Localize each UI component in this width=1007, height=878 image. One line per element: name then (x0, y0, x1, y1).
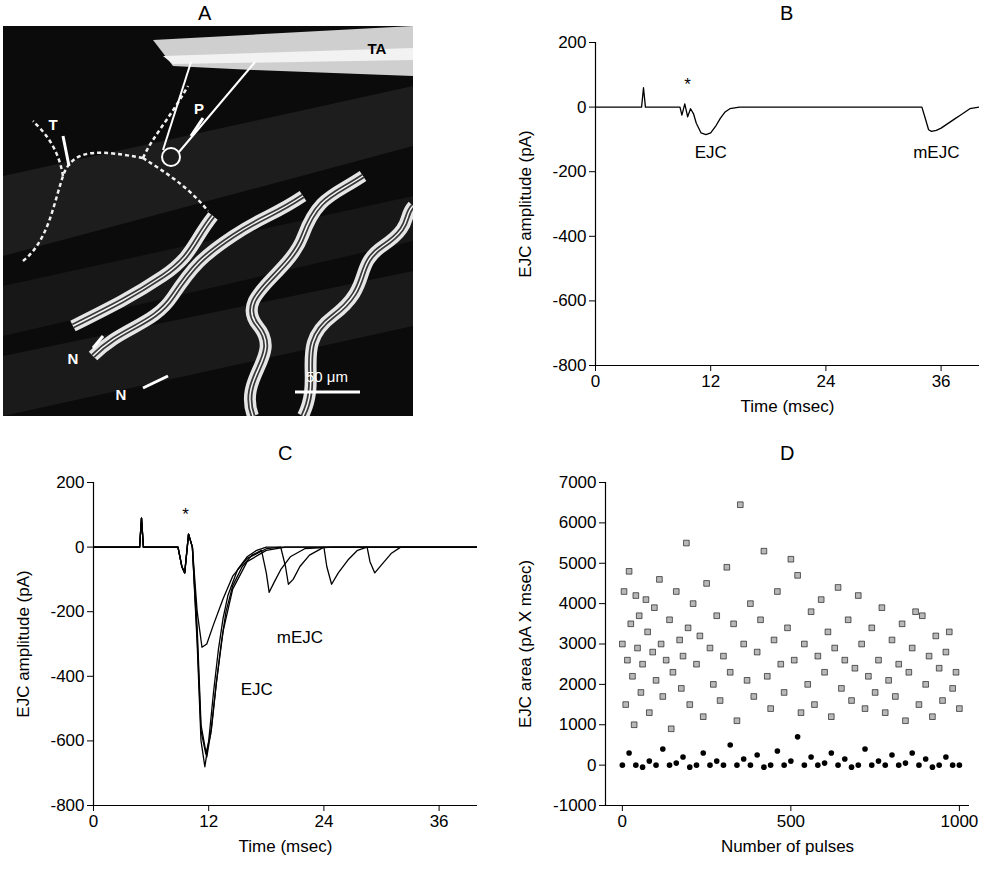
svg-text:T: T (48, 116, 57, 133)
svg-text:EJC: EJC (241, 680, 273, 699)
svg-text:Time (msec): Time (msec) (239, 837, 333, 856)
svg-text:-200: -200 (552, 162, 586, 181)
svg-text:P: P (194, 100, 204, 117)
svg-text:N: N (116, 386, 127, 403)
svg-text:12: 12 (199, 812, 218, 831)
svg-text:mEJC: mEJC (277, 628, 323, 647)
svg-text:EJC: EJC (695, 143, 727, 162)
svg-text:EJC amplitude (pA): EJC amplitude (pA) (516, 130, 535, 277)
svg-text:0: 0 (89, 812, 98, 831)
svg-text:0: 0 (587, 756, 596, 775)
svg-text:-200: -200 (50, 602, 84, 621)
svg-text:500: 500 (777, 812, 805, 831)
svg-text:-600: -600 (552, 291, 586, 310)
svg-text:*: * (684, 75, 691, 94)
html-text:A: A (198, 2, 212, 24)
svg-text:mEJC: mEJC (913, 143, 959, 162)
svg-text:-800: -800 (50, 796, 84, 815)
svg-text:24: 24 (816, 372, 835, 391)
html-text:B: B (780, 2, 794, 24)
svg-text:EJC area (pA X msec): EJC area (pA X msec) (516, 560, 535, 728)
svg-text:2000: 2000 (559, 675, 597, 694)
svg-text:*: * (182, 505, 189, 524)
svg-text:200: 200 (558, 33, 586, 52)
svg-text:0: 0 (618, 812, 627, 831)
svg-text:1000: 1000 (940, 812, 978, 831)
svg-text:0: 0 (577, 98, 586, 117)
svg-text:-400: -400 (552, 227, 586, 246)
svg-text:12: 12 (701, 372, 720, 391)
html-text:D: D (780, 442, 795, 464)
svg-text:3000: 3000 (559, 634, 597, 653)
svg-text:36: 36 (430, 812, 449, 831)
svg-text:-1000: -1000 (553, 796, 596, 815)
svg-text:200: 200 (56, 473, 84, 492)
svg-text:1000: 1000 (559, 715, 597, 734)
svg-text:24: 24 (314, 812, 333, 831)
svg-text:TA: TA (368, 40, 387, 57)
svg-text:Time (msec): Time (msec) (741, 397, 835, 416)
svg-text:7000: 7000 (559, 473, 597, 492)
svg-text:36: 36 (932, 372, 951, 391)
svg-text:0: 0 (75, 538, 84, 557)
svg-text:6000: 6000 (559, 513, 597, 532)
svg-text:-400: -400 (50, 667, 84, 686)
svg-text:-600: -600 (50, 731, 84, 750)
svg-text:EJC amplitude (pA): EJC amplitude (pA) (14, 570, 33, 717)
svg-text:-800: -800 (552, 356, 586, 375)
svg-text:Number of pulses: Number of pulses (721, 837, 854, 856)
svg-text:50 μm: 50 μm (306, 368, 348, 385)
svg-text:0: 0 (591, 372, 600, 391)
svg-text:4000: 4000 (559, 594, 597, 613)
html-text:C: C (278, 442, 293, 464)
svg-text:N: N (68, 350, 79, 367)
svg-text:5000: 5000 (559, 554, 597, 573)
